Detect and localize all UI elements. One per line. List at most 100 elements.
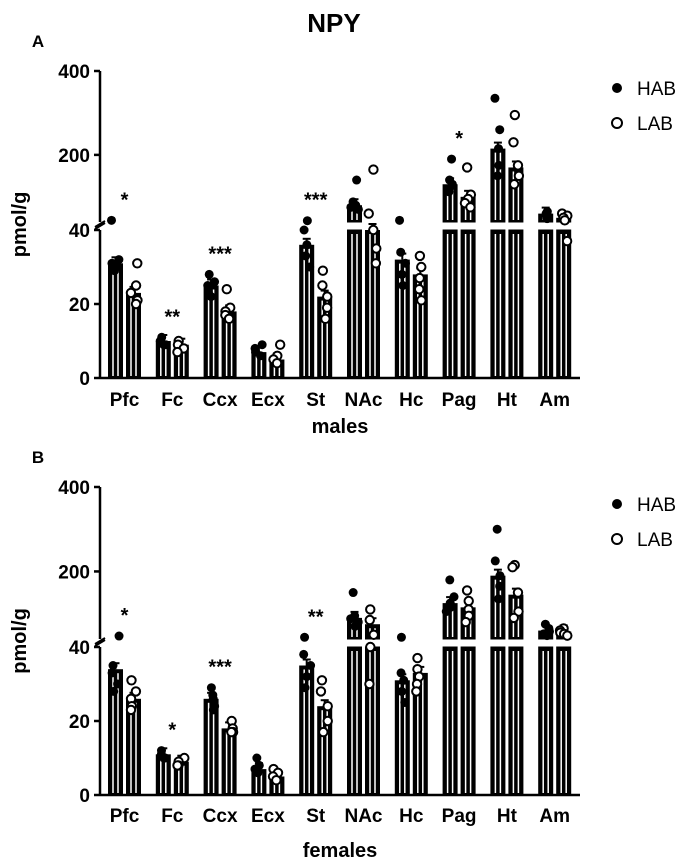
y-tick-label: 200 [58,146,90,167]
category-label-ht: Ht [497,390,518,411]
y-tick-label: 40 [69,638,90,659]
data-point-hab [398,281,408,290]
data-point-hab [493,594,503,604]
data-point-hab [208,694,218,704]
figure-title: NPY [307,8,360,38]
significance-marker: *** [304,190,328,212]
data-point-lab [562,630,573,641]
bar-hab-st [299,665,315,795]
y-tick-label: 20 [69,295,90,316]
y-tick-label: 0 [79,786,90,807]
bar-lab-am [556,631,572,795]
significance-marker: * [121,605,129,627]
data-point-lab [365,641,376,653]
axis-break-mark [94,639,106,647]
category-label-hc: Hc [399,806,424,827]
data-point-hab [301,251,311,261]
data-point-lab [368,629,379,640]
bar-break-gap [537,639,555,647]
data-point-hab [203,281,213,290]
bar-break-gap [537,222,555,230]
data-point-lab [414,284,425,295]
data-point-lab [414,272,425,284]
data-point-hab [395,215,405,225]
significance-marker: * [121,189,129,211]
data-point-lab [370,258,382,269]
bar-hab-fc [155,341,171,378]
data-point-hab [447,154,457,164]
significance-marker: *** [208,657,232,679]
significance-marker: ** [165,306,181,328]
data-point-lab [460,616,471,628]
bar-lab-am [556,217,572,378]
bar-break-gap [459,639,477,647]
legend-label-lab: LAB [637,114,673,135]
data-point-hab [108,661,118,670]
data-point-lab [316,675,328,686]
y-tick-label: 20 [69,712,90,733]
data-point-hab [444,187,454,197]
data-point-hab [353,204,363,214]
y-tick-label: 400 [58,478,90,499]
data-point-hab [350,621,360,631]
bar-hab-am [538,213,554,378]
data-point-lab [371,243,382,254]
y-tick-label: 400 [58,62,90,83]
data-point-lab [271,358,283,369]
bar-lab-ht [508,594,524,795]
bar-hab-ccx [203,698,219,795]
data-point-lab [125,287,137,299]
category-label-fc: Fc [161,806,184,827]
data-point-lab [364,678,375,690]
bar-hab-am [538,630,554,795]
data-point-lab [507,562,518,573]
data-point-lab [320,313,331,324]
bar-hab-ht [490,575,506,795]
category-label-fc: Fc [161,390,184,411]
bar-lab-nac [365,624,380,795]
category-label-pfc: Pfc [110,390,140,411]
bar-lab-pag [460,607,476,795]
data-point-lab [125,704,137,716]
bar-hab-hc [394,259,410,378]
bar-hab-pag [442,184,458,378]
bar-hab-hc [394,680,410,795]
bar-lab-pag [460,196,476,378]
data-point-hab [400,698,410,707]
data-point-lab [559,215,570,226]
data-point-lab [363,208,374,219]
data-point-hab [397,269,407,279]
category-label-st: St [306,390,326,411]
data-point-lab [172,346,183,358]
bar-break-gap [459,222,477,230]
legend-marker-lab [611,117,623,129]
legend-marker-lab [611,533,623,545]
data-point-hab [204,269,214,279]
category-label-pag: Pag [442,390,477,411]
axis-break-mark [94,220,106,228]
data-point-hab [300,632,310,642]
data-point-lab [414,250,426,262]
data-point-hab [495,571,505,581]
data-point-lab [317,280,328,291]
panel-b: B 0 20 40 200 400 pmol/g females Pfc Fc Ccx Ecx St NA… [9,448,676,862]
bar-hab-st [299,244,315,378]
category-label-hc: Hc [399,390,424,411]
data-point-lab [317,265,329,276]
data-point-lab [223,313,235,324]
data-point-lab [508,612,520,624]
data-point-hab [210,277,220,287]
data-point-hab [542,631,552,641]
y-tick-label: 40 [69,221,90,242]
bar-hab-fc [155,754,171,795]
bar-hab-pfc [108,669,123,795]
bar-break-gap [555,639,573,647]
data-point-hab [399,675,409,685]
axis-break-mark [94,222,106,230]
data-point-hab [346,614,356,624]
data-point-hab [495,581,505,591]
data-point-lab [364,614,375,626]
data-point-lab [512,587,524,598]
x-axis-title: females [303,840,378,862]
category-label-am: Am [539,806,570,827]
